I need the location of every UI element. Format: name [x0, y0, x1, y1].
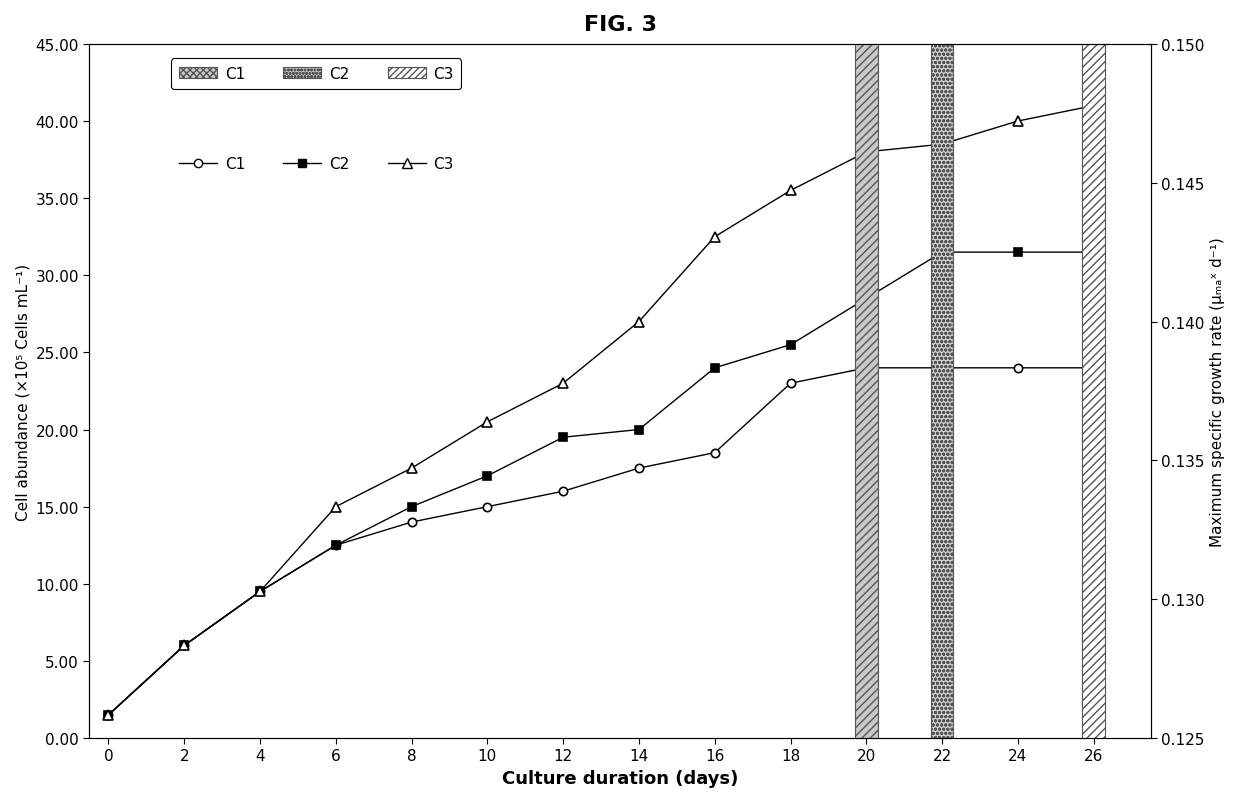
X-axis label: Culture duration (days): Culture duration (days): [502, 769, 738, 787]
Bar: [854, 45, 878, 738]
Y-axis label: Cell abundance (×10⁵ Cells mL⁻¹): Cell abundance (×10⁵ Cells mL⁻¹): [15, 263, 30, 520]
Y-axis label: Maximum specific growth rate (µₘₐˣ d⁻¹): Maximum specific growth rate (µₘₐˣ d⁻¹): [1210, 237, 1225, 546]
Title: FIG. 3: FIG. 3: [584, 15, 656, 35]
Legend: C1, C2, C3: C1, C2, C3: [171, 149, 461, 180]
Bar: [1083, 45, 1105, 738]
Bar: [931, 45, 954, 738]
